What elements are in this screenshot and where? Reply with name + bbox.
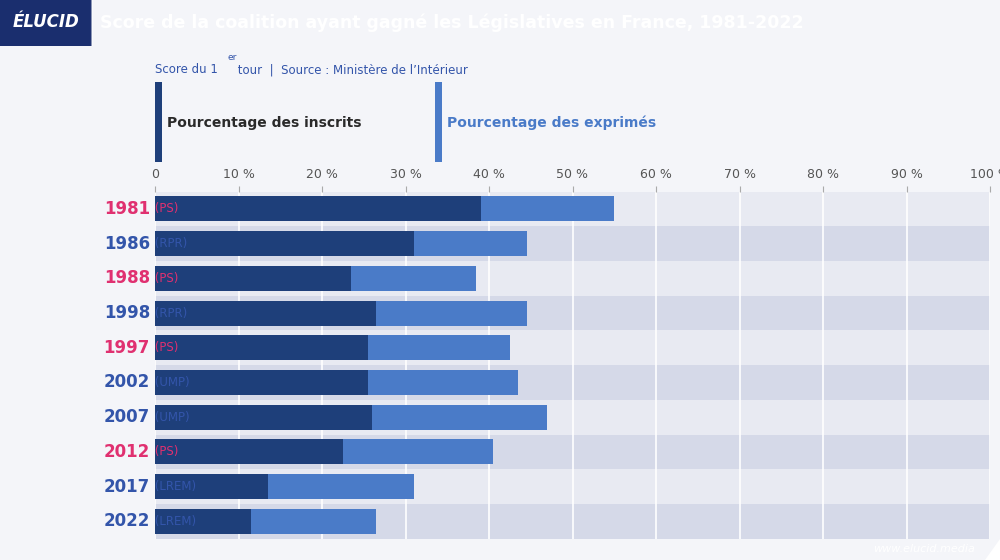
Text: 2007: 2007 — [104, 408, 150, 426]
Text: tour  |  Source : Ministère de l’Intérieur: tour | Source : Ministère de l’Intérieur — [234, 63, 468, 76]
Bar — [155, 261, 990, 296]
Text: Pourcentage des exprimés: Pourcentage des exprimés — [447, 116, 656, 130]
Text: (LREM): (LREM) — [151, 480, 196, 493]
Bar — [155, 226, 990, 261]
Bar — [155, 435, 990, 469]
Bar — [155, 400, 990, 435]
Text: 2002: 2002 — [104, 374, 150, 391]
Text: (LREM): (LREM) — [151, 515, 196, 528]
Bar — [155, 197, 614, 221]
Text: er: er — [228, 53, 237, 62]
Text: 1997: 1997 — [104, 339, 150, 357]
Bar — [155, 405, 372, 430]
Text: ÉLUCID: ÉLUCID — [13, 13, 79, 31]
Text: 2012: 2012 — [104, 443, 150, 461]
Bar — [155, 266, 476, 291]
Bar — [155, 440, 343, 464]
Text: (PS): (PS) — [151, 445, 178, 459]
Bar — [155, 405, 547, 430]
Text: (UMP): (UMP) — [151, 376, 190, 389]
Text: (PS): (PS) — [151, 202, 178, 216]
Text: Score de la coalition ayant gagné les Législatives en France, 1981-2022: Score de la coalition ayant gagné les Lé… — [100, 13, 804, 32]
Bar — [155, 370, 518, 395]
Bar — [155, 365, 990, 400]
Bar — [155, 469, 990, 504]
Bar — [155, 504, 990, 539]
Text: 2017: 2017 — [104, 478, 150, 496]
Text: www.elucid.media: www.elucid.media — [873, 544, 975, 554]
Text: (UMP): (UMP) — [151, 410, 190, 424]
Bar — [155, 335, 510, 360]
Bar — [155, 440, 493, 464]
Bar — [155, 231, 414, 256]
Text: (RPR): (RPR) — [151, 237, 187, 250]
Text: (PS): (PS) — [151, 341, 178, 354]
Text: 1986: 1986 — [104, 235, 150, 253]
Text: Pourcentage des inscrits: Pourcentage des inscrits — [167, 116, 362, 130]
Text: (PS): (PS) — [151, 272, 178, 285]
Bar — [155, 192, 990, 226]
Text: 1988: 1988 — [104, 269, 150, 287]
Bar — [155, 231, 527, 256]
Polygon shape — [985, 539, 1000, 560]
Text: 1998: 1998 — [104, 304, 150, 322]
Bar — [435, 82, 442, 162]
Bar — [155, 82, 162, 162]
Bar — [155, 509, 251, 534]
Bar — [0, 0, 92, 46]
Bar — [155, 296, 990, 330]
Bar — [155, 301, 376, 325]
Text: 1981: 1981 — [104, 200, 150, 218]
Bar — [155, 335, 368, 360]
Bar — [155, 474, 268, 499]
Text: Score du 1: Score du 1 — [155, 63, 218, 76]
Bar — [155, 301, 527, 325]
Bar — [155, 197, 481, 221]
Text: 2022: 2022 — [104, 512, 150, 530]
Bar — [155, 474, 414, 499]
Bar — [155, 266, 351, 291]
Bar — [155, 330, 990, 365]
Text: (RPR): (RPR) — [151, 306, 187, 320]
Bar — [155, 370, 368, 395]
Bar — [155, 509, 376, 534]
